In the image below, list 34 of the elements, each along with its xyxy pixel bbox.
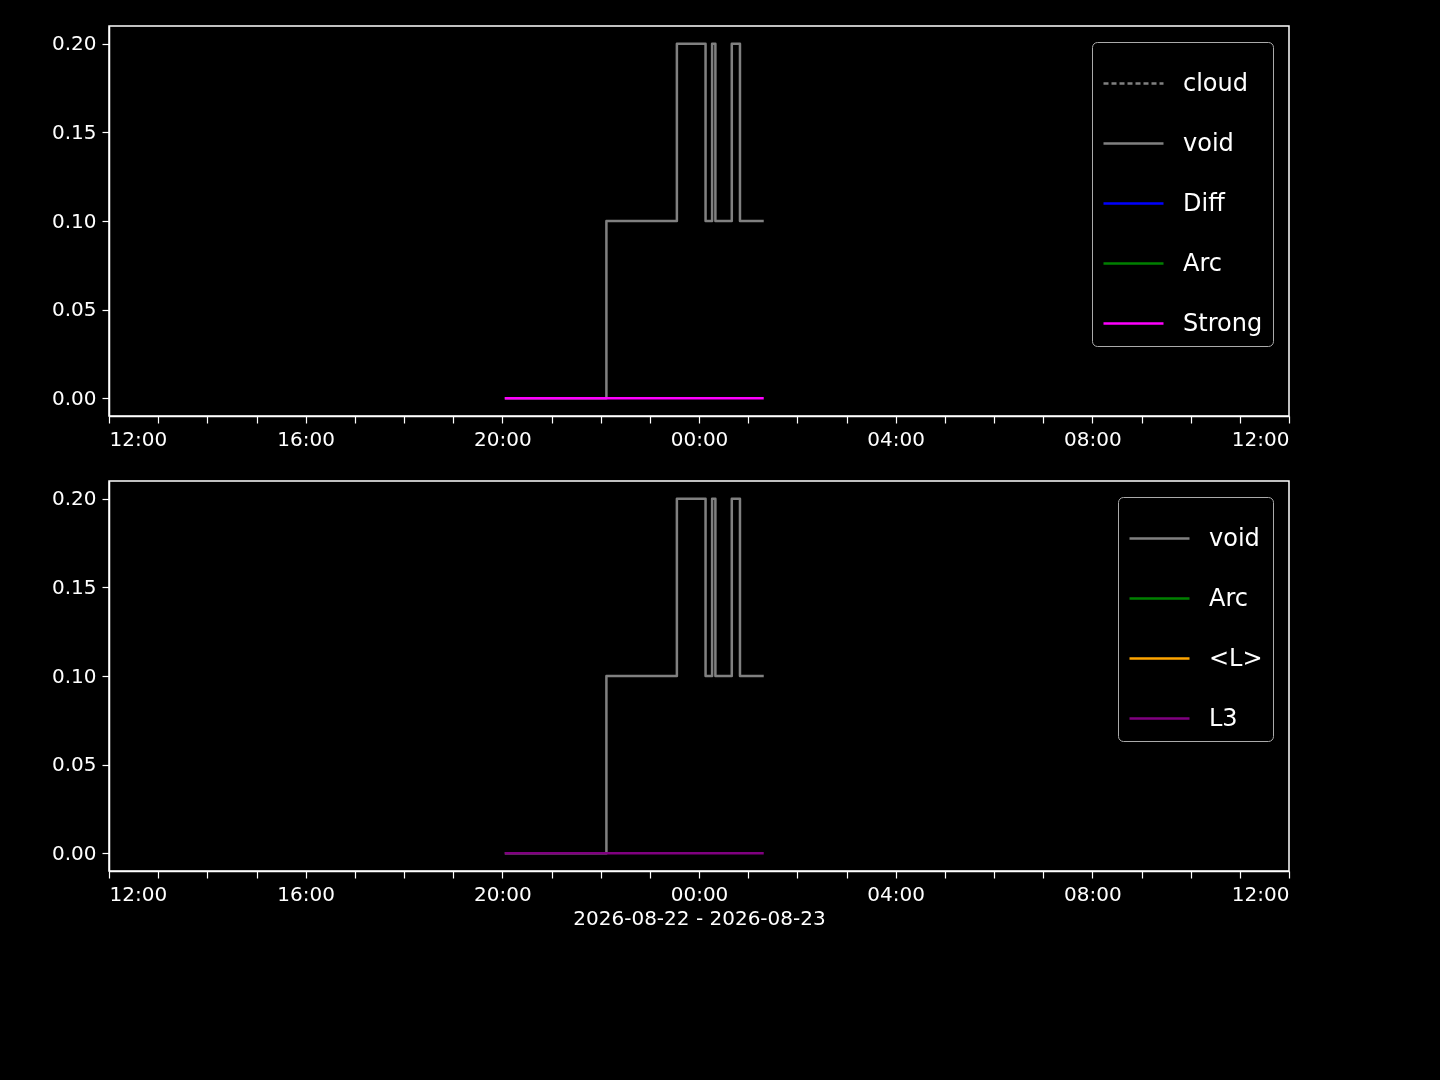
legend-label: <L>	[1209, 643, 1263, 672]
y-tick-label: 0.20	[51, 31, 97, 56]
x-tick-label: 00:00	[670, 426, 729, 451]
legend-label: void	[1183, 128, 1234, 157]
x-tick-label: 00:00	[670, 881, 729, 906]
legend-label: Strong	[1183, 308, 1263, 337]
y-tick-label: 0.00	[51, 385, 97, 410]
y-tick-label: 0.10	[51, 663, 97, 688]
legend-label: void	[1209, 523, 1260, 552]
x-tick-label: 04:00	[867, 881, 925, 906]
legend-label: Arc	[1209, 583, 1248, 612]
x-tick-label: 04:00	[867, 426, 925, 451]
y-tick-label: 0.10	[51, 208, 97, 233]
x-tick-label: 20:00	[474, 426, 532, 451]
x-tick-label: 12:00	[109, 881, 168, 906]
y-tick-label: 0.05	[51, 752, 97, 777]
y-tick-label: 0.15	[51, 119, 97, 144]
legend-label: Diff	[1183, 188, 1226, 217]
x-tick-label: 12:00	[109, 426, 168, 451]
x-tick-label: 16:00	[277, 881, 335, 906]
x-tick-label: 20:00	[474, 881, 532, 906]
y-tick-label: 0.20	[51, 486, 97, 511]
x-tick-label: 08:00	[1064, 881, 1122, 906]
x-tick-label: 12:00	[1231, 881, 1290, 906]
x-tick-label: 08:00	[1064, 426, 1122, 451]
y-tick-label: 0.05	[51, 297, 97, 322]
x-axis-title: 2026-08-22 - 2026-08-23	[573, 905, 826, 930]
y-tick-label: 0.00	[51, 840, 97, 865]
x-tick-label: 16:00	[277, 426, 335, 451]
legend-label: cloud	[1183, 68, 1248, 97]
legend-label: L3	[1209, 703, 1238, 732]
y-tick-label: 0.15	[51, 574, 97, 599]
legend-label: Arc	[1183, 248, 1222, 277]
x-tick-label: 12:00	[1231, 426, 1290, 451]
